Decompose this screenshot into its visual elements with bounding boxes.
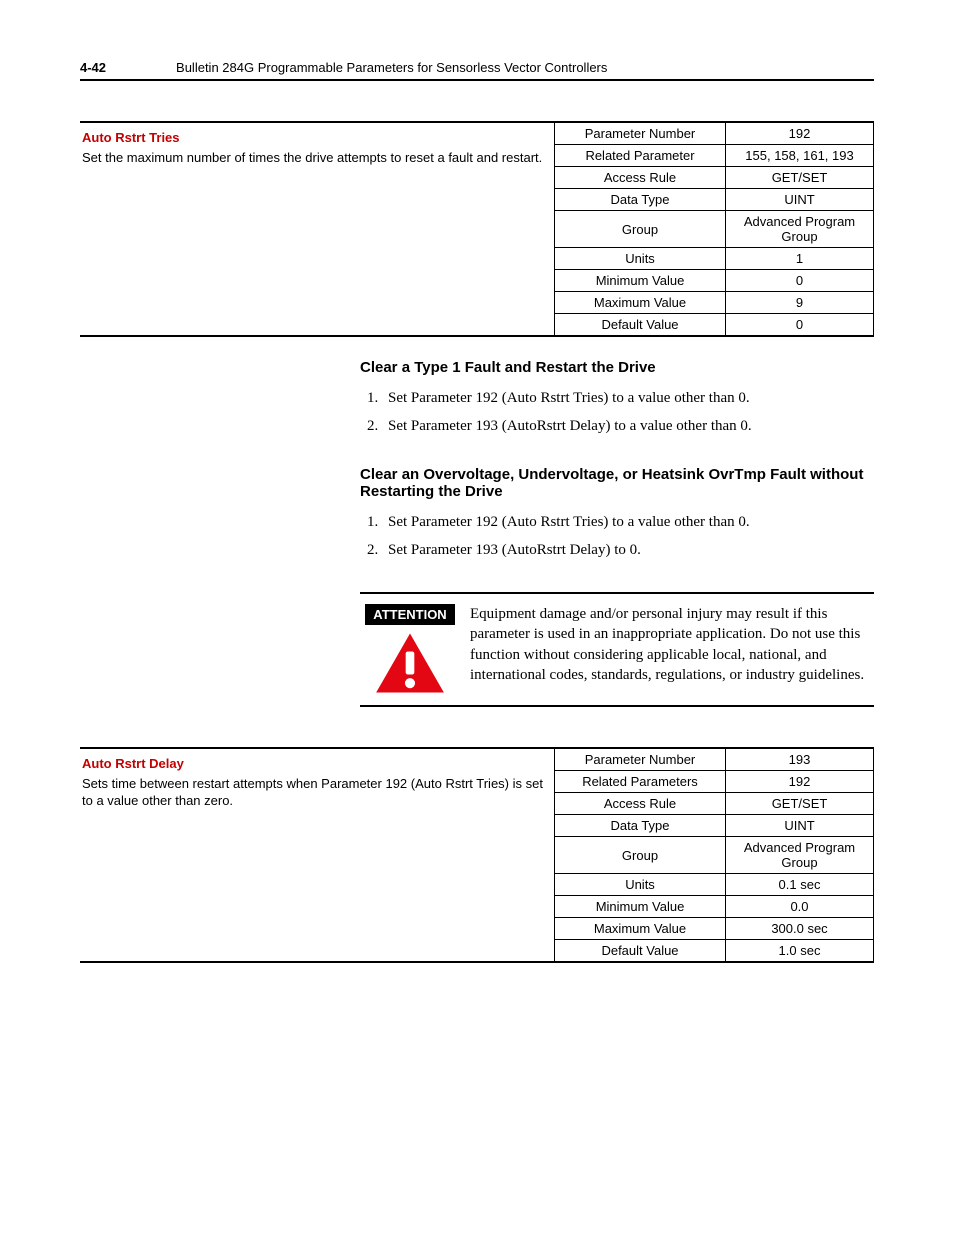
table-row: Minimum Value0.0: [555, 896, 874, 918]
param-attr-label: Parameter Number: [555, 123, 726, 145]
parameter-name: Auto Rstrt Tries: [82, 129, 544, 147]
param-attr-label: Default Value: [555, 314, 726, 336]
param-attr-value: 300.0 sec: [726, 918, 874, 940]
attention-body: Equipment damage and/or personal injury …: [460, 604, 870, 695]
param-attr-value: Advanced Program Group: [726, 211, 874, 248]
parameter-table: Parameter Number192Related Parameter155,…: [554, 123, 874, 335]
param-attr-value: 155, 158, 161, 193: [726, 145, 874, 167]
attention-label: ATTENTION: [365, 604, 454, 625]
page-number: 4-42: [80, 60, 106, 75]
warn-bang-dot: [405, 678, 415, 688]
param-attr-value: 9: [726, 292, 874, 314]
table-row: Units1: [555, 248, 874, 270]
table-row: Data TypeUINT: [555, 189, 874, 211]
param-attr-value: 1.0 sec: [726, 940, 874, 962]
table-row: Access RuleGET/SET: [555, 793, 874, 815]
param-attr-label: Related Parameters: [555, 771, 726, 793]
step-item: Set Parameter 193 (AutoRstrt Delay) to a…: [382, 414, 874, 438]
param-attr-value: Advanced Program Group: [726, 837, 874, 874]
warn-bang-bar: [406, 651, 415, 674]
param-attr-label: Units: [555, 874, 726, 896]
param-attr-label: Access Rule: [555, 167, 726, 189]
parameter-block-auto-rstrt-tries: Auto Rstrt Tries Set the maximum number …: [80, 121, 874, 337]
section-heading-clear-ov-uv: Clear an Overvoltage, Undervoltage, or H…: [360, 466, 874, 500]
param-attr-value: GET/SET: [726, 793, 874, 815]
parameter-table: Parameter Number193Related Parameters192…: [554, 749, 874, 961]
section-heading-clear-type1: Clear a Type 1 Fault and Restart the Dri…: [360, 359, 874, 376]
param-attr-value: 1: [726, 248, 874, 270]
param-attr-label: Maximum Value: [555, 918, 726, 940]
param-attr-label: Units: [555, 248, 726, 270]
parameter-description: Auto Rstrt Delay Sets time between resta…: [80, 749, 554, 961]
table-row: Parameter Number192: [555, 123, 874, 145]
param-attr-label: Access Rule: [555, 793, 726, 815]
param-attr-value: 0.0: [726, 896, 874, 918]
table-row: GroupAdvanced Program Group: [555, 837, 874, 874]
table-row: Related Parameter155, 158, 161, 193: [555, 145, 874, 167]
table-row: Maximum Value9: [555, 292, 874, 314]
param-attr-value: 0: [726, 270, 874, 292]
step-item: Set Parameter 192 (Auto Rstrt Tries) to …: [382, 386, 874, 410]
param-attr-label: Group: [555, 211, 726, 248]
param-attr-value: 0.1 sec: [726, 874, 874, 896]
param-attr-label: Group: [555, 837, 726, 874]
parameter-desc-text: Sets time between restart attempts when …: [82, 776, 543, 809]
page-header: 4-42 Bulletin 284G Programmable Paramete…: [80, 60, 874, 81]
attention-callout: ATTENTION Equipment damage and/or person…: [360, 592, 874, 707]
steps-list-2: Set Parameter 192 (Auto Rstrt Tries) to …: [360, 510, 874, 562]
param-attr-label: Maximum Value: [555, 292, 726, 314]
param-attr-value: 192: [726, 123, 874, 145]
param1-table-body: Parameter Number192Related Parameter155,…: [555, 123, 874, 335]
parameter-description: Auto Rstrt Tries Set the maximum number …: [80, 123, 554, 335]
param-attr-value: 0: [726, 314, 874, 336]
param-attr-value: UINT: [726, 815, 874, 837]
attention-left: ATTENTION: [360, 604, 460, 695]
header-title: Bulletin 284G Programmable Parameters fo…: [176, 60, 607, 75]
table-row: Related Parameters192: [555, 771, 874, 793]
table-row: Default Value1.0 sec: [555, 940, 874, 962]
table-row: Default Value0: [555, 314, 874, 336]
warning-triangle-icon: [374, 631, 446, 695]
steps-list-1: Set Parameter 192 (Auto Rstrt Tries) to …: [360, 386, 874, 438]
step-item: Set Parameter 192 (Auto Rstrt Tries) to …: [382, 510, 874, 534]
table-row: Parameter Number193: [555, 749, 874, 771]
param-attr-label: Data Type: [555, 815, 726, 837]
param-attr-value: UINT: [726, 189, 874, 211]
param-attr-label: Default Value: [555, 940, 726, 962]
param-attr-value: 192: [726, 771, 874, 793]
parameter-block-auto-rstrt-delay: Auto Rstrt Delay Sets time between resta…: [80, 747, 874, 963]
table-row: Access RuleGET/SET: [555, 167, 874, 189]
param-attr-label: Parameter Number: [555, 749, 726, 771]
param-attr-label: Related Parameter: [555, 145, 726, 167]
parameter-desc-text: Set the maximum number of times the driv…: [82, 150, 542, 165]
table-row: Units0.1 sec: [555, 874, 874, 896]
table-row: Minimum Value0: [555, 270, 874, 292]
parameter-name: Auto Rstrt Delay: [82, 755, 544, 773]
param-attr-label: Data Type: [555, 189, 726, 211]
param-attr-value: 193: [726, 749, 874, 771]
table-row: Data TypeUINT: [555, 815, 874, 837]
param-attr-label: Minimum Value: [555, 270, 726, 292]
table-row: GroupAdvanced Program Group: [555, 211, 874, 248]
param-attr-label: Minimum Value: [555, 896, 726, 918]
param2-table-body: Parameter Number193Related Parameters192…: [555, 749, 874, 961]
table-row: Maximum Value300.0 sec: [555, 918, 874, 940]
param-attr-value: GET/SET: [726, 167, 874, 189]
step-item: Set Parameter 193 (AutoRstrt Delay) to 0…: [382, 538, 874, 562]
